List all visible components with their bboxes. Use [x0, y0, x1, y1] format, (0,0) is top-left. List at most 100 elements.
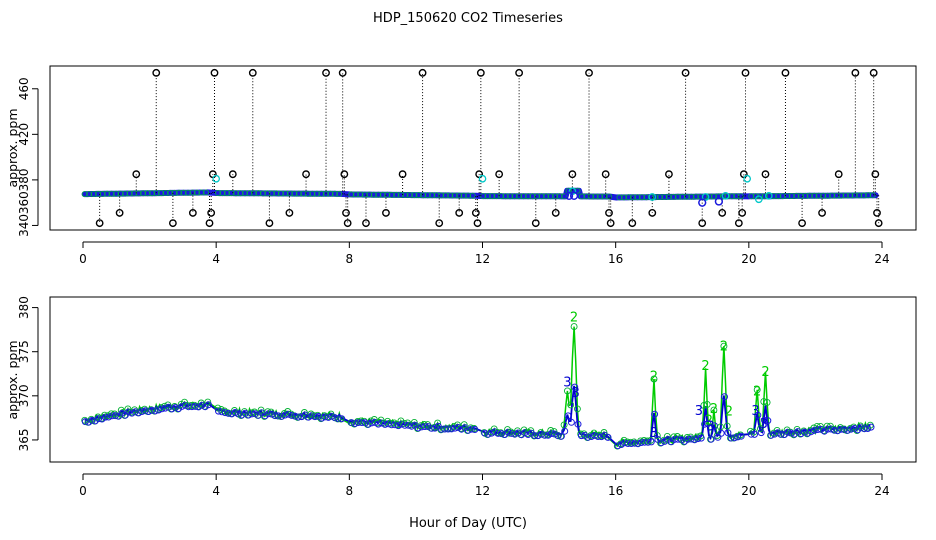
- raw-baseline-point: [715, 193, 722, 200]
- raw-baseline-point: [484, 193, 491, 200]
- raw-baseline-point: [842, 192, 849, 199]
- raw-baseline-point: [788, 192, 795, 199]
- raw-baseline-point: [543, 193, 550, 200]
- raw-baseline-point: [706, 193, 713, 200]
- raw-baseline-point: [95, 190, 102, 197]
- series-3-point: [564, 412, 572, 420]
- raw-baseline-point: [865, 192, 872, 199]
- raw-baseline-point: [592, 193, 599, 200]
- raw-baseline-point: [597, 193, 604, 200]
- series-2-point: [157, 404, 165, 412]
- raw-baseline-point: [393, 191, 400, 198]
- x-tick-label: 4: [212, 484, 220, 498]
- raw-baseline-point: [784, 192, 791, 199]
- series-2-point: [820, 427, 828, 435]
- smoothed-point: [564, 191, 574, 200]
- series-3-point: [274, 412, 282, 420]
- raw-baseline-point: [384, 191, 391, 198]
- raw-baseline-point: [601, 193, 608, 200]
- series-2-point: [816, 422, 824, 430]
- raw-baseline-point: [838, 192, 845, 199]
- series-3-label: 3: [706, 420, 714, 435]
- filtered-point: [478, 174, 487, 183]
- raw-baseline-point: [295, 190, 302, 197]
- raw-baseline-point: [847, 192, 854, 199]
- raw-baseline-point: [556, 193, 563, 200]
- raw-baseline-point: [273, 190, 280, 197]
- raw-baseline-point: [250, 190, 257, 197]
- raw-baseline-point: [856, 192, 863, 199]
- series-3-point: [444, 425, 452, 433]
- series-2-point: [247, 409, 255, 417]
- y-tick-label: 365: [17, 428, 31, 451]
- raw-baseline-point: [214, 189, 221, 196]
- raw-baseline-point: [158, 190, 165, 197]
- raw-baseline-point: [606, 193, 613, 200]
- raw-spike-point: [168, 219, 177, 228]
- raw-baseline-point: [313, 190, 320, 197]
- series-2-point: [237, 412, 245, 420]
- raw-baseline-point: [228, 190, 235, 197]
- raw-spike-point: [418, 68, 427, 77]
- x-tick-label: 4: [212, 252, 220, 266]
- raw-baseline-point: [692, 193, 699, 200]
- series-2-point: [563, 387, 571, 395]
- raw-baseline-point: [793, 192, 800, 199]
- raw-spike-point: [738, 209, 747, 217]
- raw-baseline-point: [331, 190, 338, 197]
- series-3-point: [338, 415, 346, 423]
- raw-baseline-point: [309, 190, 316, 197]
- series-2-point: [753, 386, 761, 394]
- raw-baseline-point: [184, 189, 191, 196]
- series-2-point: [547, 427, 555, 434]
- raw-baseline-point: [277, 190, 284, 197]
- series-3-point: [754, 411, 762, 419]
- series-3-point: [404, 421, 412, 429]
- raw-baseline-point: [815, 192, 822, 199]
- raw-panel-ylabel: approx. ppm: [5, 108, 20, 187]
- raw-baseline-point: [652, 194, 659, 201]
- raw-baseline-point: [264, 190, 271, 197]
- raw-baseline-point: [246, 190, 253, 197]
- x-tick-label: 16: [608, 484, 623, 498]
- series-3-label: 3: [650, 426, 658, 441]
- raw-baseline-point: [679, 193, 686, 200]
- y-tick-label: 370: [17, 384, 31, 407]
- series-2-point: [214, 404, 222, 412]
- smoothed-point: [569, 191, 579, 200]
- raw-baseline-point: [520, 193, 527, 200]
- raw-baseline-point: [180, 189, 187, 196]
- series-3-point: [701, 420, 709, 428]
- raw-baseline-point: [670, 193, 677, 200]
- series-2-label: 2: [705, 414, 713, 429]
- raw-baseline-point: [420, 192, 427, 199]
- raw-baseline-point: [561, 193, 568, 200]
- raw-spike-point: [585, 68, 593, 77]
- raw-baseline-point: [824, 192, 831, 199]
- raw-spike-point: [248, 68, 257, 77]
- raw-spike-point: [648, 209, 657, 217]
- x-tick-label: 24: [874, 484, 889, 498]
- raw-baseline-point: [171, 189, 178, 196]
- series-3-label: 3: [695, 404, 703, 419]
- raw-baseline-point: [688, 193, 695, 200]
- series-2-label: 2: [725, 405, 733, 420]
- raw-baseline-point: [565, 187, 572, 194]
- series-3-point: [761, 416, 768, 424]
- series-2-label: 2: [570, 310, 578, 325]
- filtered-point: [721, 191, 730, 200]
- raw-baseline-point: [304, 190, 311, 197]
- series-3-label: 3: [572, 386, 580, 401]
- raw-baseline-point: [104, 190, 111, 197]
- raw-spike-point: [628, 219, 637, 228]
- filtered-point: [764, 191, 773, 200]
- series-2-point: [87, 415, 95, 423]
- series-3-point: [737, 432, 745, 440]
- raw-baseline-point: [480, 193, 487, 200]
- raw-baseline-point: [489, 193, 496, 200]
- raw-spike-point: [531, 219, 540, 228]
- filtered-point: [648, 193, 657, 201]
- raw-baseline-point: [538, 193, 545, 200]
